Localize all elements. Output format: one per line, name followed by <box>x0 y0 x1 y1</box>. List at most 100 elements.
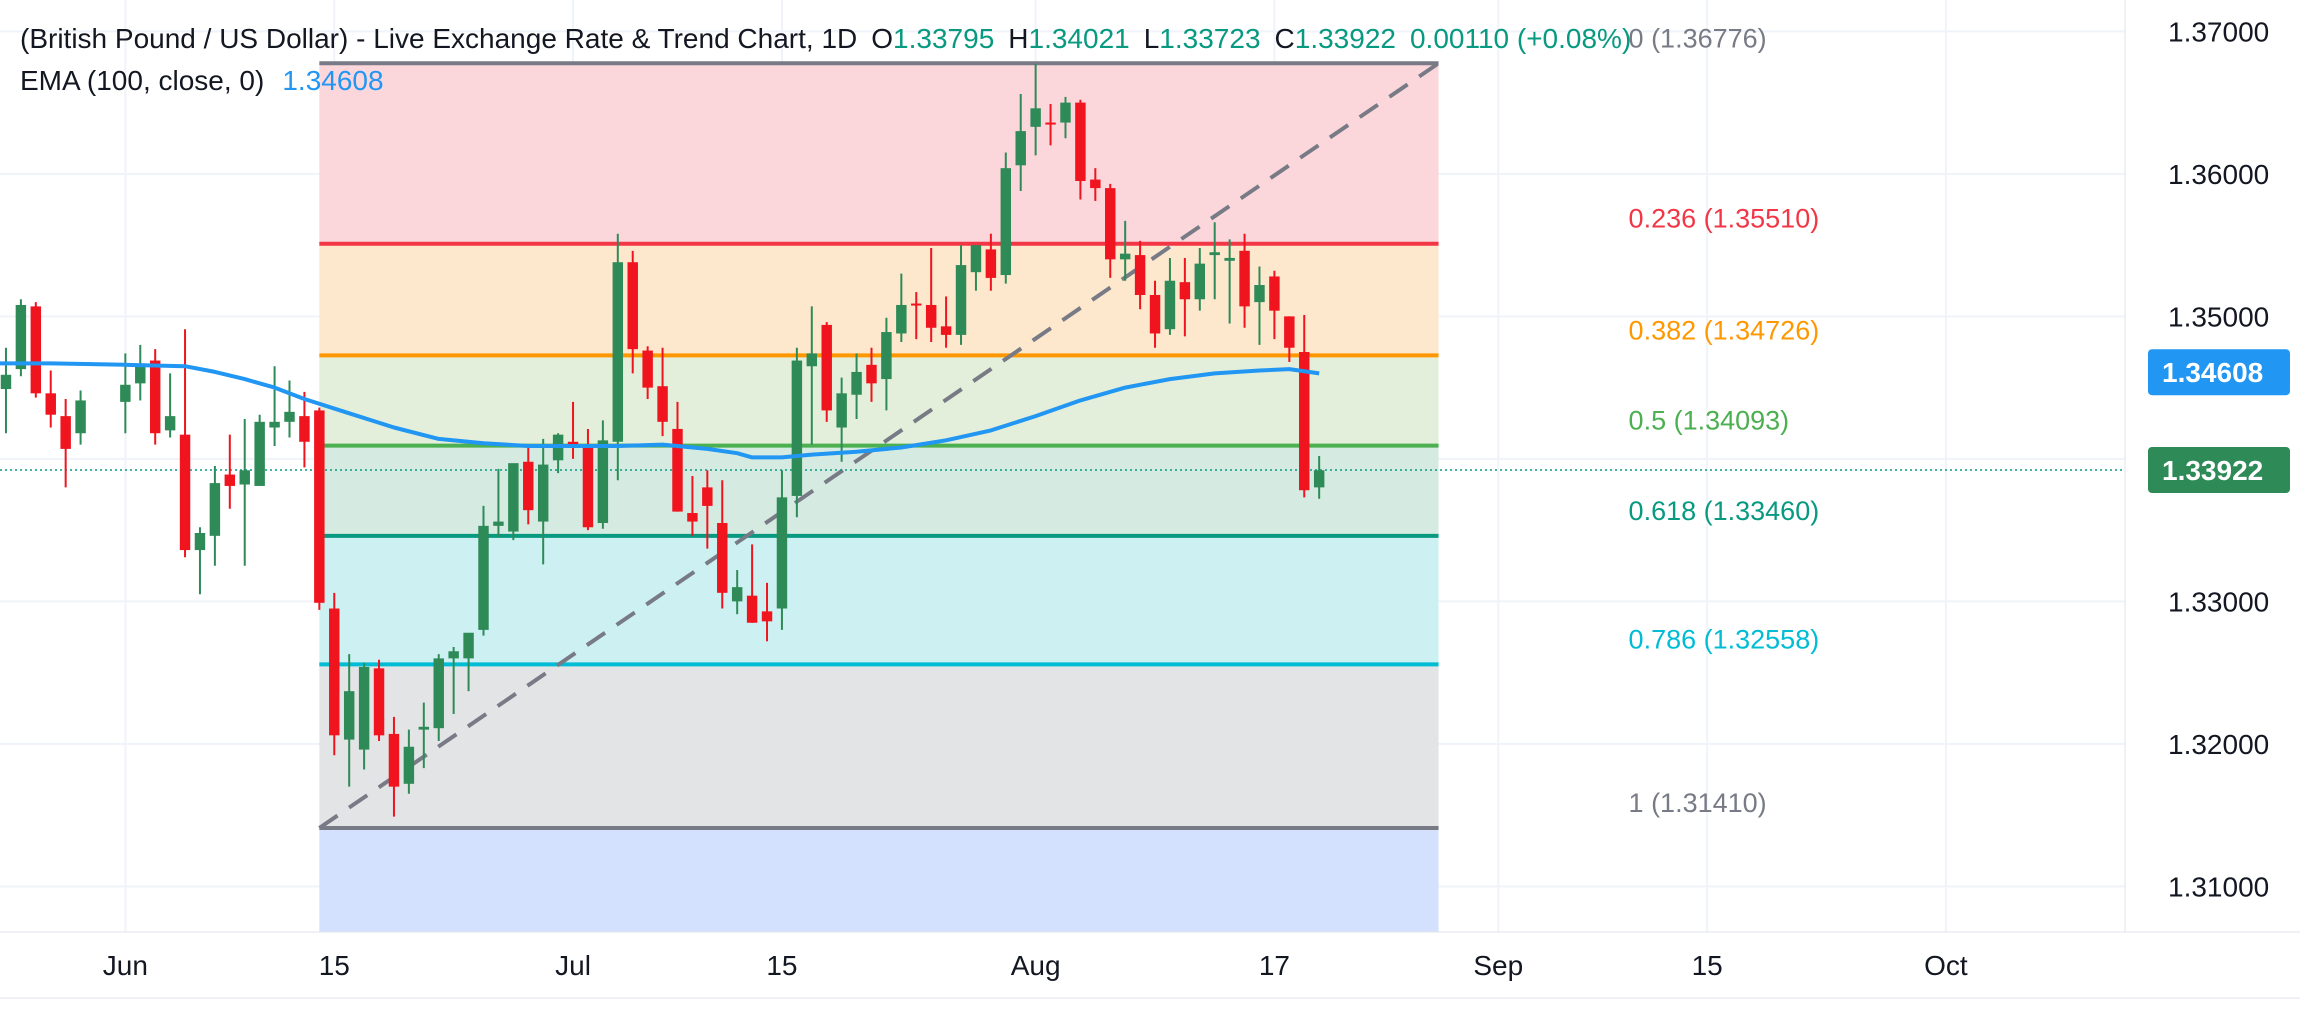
candle-up[interactable] <box>75 390 86 445</box>
candle-up[interactable] <box>955 245 967 345</box>
candle-up[interactable] <box>896 273 907 343</box>
candle-body <box>30 306 42 394</box>
candle-down[interactable] <box>1045 104 1056 146</box>
candle-down[interactable] <box>314 407 325 610</box>
candle-body <box>1105 188 1116 260</box>
ohlc-high-value: 1.34021 <box>1029 23 1130 54</box>
ohlc-open-label: O <box>871 23 893 54</box>
candle-up[interactable] <box>254 414 265 486</box>
candle-up[interactable] <box>433 654 444 742</box>
candle-up[interactable] <box>1119 220 1131 281</box>
candle-body <box>0 374 12 390</box>
candle-down[interactable] <box>1075 99 1086 200</box>
candle-up[interactable] <box>194 527 206 595</box>
candle-down[interactable] <box>1239 233 1250 328</box>
time-tick-label: 15 <box>1692 950 1723 981</box>
candle-down[interactable] <box>985 233 997 291</box>
candle-down[interactable] <box>60 399 71 488</box>
candle-down[interactable] <box>299 391 310 468</box>
candle-down[interactable] <box>687 475 698 536</box>
candle-down[interactable] <box>1269 270 1280 340</box>
candle-up[interactable] <box>731 570 743 615</box>
candle-up[interactable] <box>448 646 459 714</box>
candle-down[interactable] <box>1105 183 1116 278</box>
candle-body <box>358 666 370 750</box>
candle-down[interactable] <box>30 302 42 398</box>
candle-down[interactable] <box>866 347 877 402</box>
candle-down[interactable] <box>657 347 668 437</box>
candle-down[interactable] <box>567 401 579 459</box>
candle-up[interactable] <box>358 662 370 770</box>
candle-down[interactable] <box>746 544 758 623</box>
candle-up[interactable] <box>1060 96 1071 139</box>
candle-down[interactable] <box>224 434 236 509</box>
candle-down[interactable] <box>717 480 728 609</box>
candle-down[interactable] <box>1149 280 1161 348</box>
candle-up[interactable] <box>418 702 430 769</box>
candle-down[interactable] <box>940 296 952 348</box>
candle-up[interactable] <box>881 317 892 411</box>
candle-down[interactable] <box>1179 257 1191 337</box>
candle-up[interactable] <box>1030 64 1041 156</box>
candle-down[interactable] <box>702 470 713 549</box>
candle-up[interactable] <box>1015 94 1026 191</box>
candle-up[interactable] <box>791 347 803 518</box>
candle-down[interactable] <box>911 292 922 340</box>
candle-up[interactable] <box>836 377 847 462</box>
last-price-tag-text: 1.33922 <box>2162 455 2263 486</box>
fib-trend-line[interactable] <box>318 61 1440 830</box>
candle-up[interactable] <box>164 373 176 438</box>
candle-up[interactable] <box>1313 456 1325 499</box>
candle-down[interactable] <box>388 716 400 817</box>
candle-up[interactable] <box>239 418 250 566</box>
candlestick-series[interactable] <box>0 64 1325 817</box>
candle-down[interactable] <box>523 446 534 525</box>
candle-up[interactable] <box>612 233 624 481</box>
candle-up[interactable] <box>1000 152 1012 284</box>
candle-up[interactable] <box>463 632 474 692</box>
candle-up[interactable] <box>209 466 221 566</box>
candle-up[interactable] <box>284 380 295 438</box>
candle-down[interactable] <box>329 592 340 756</box>
candle-up[interactable] <box>493 468 504 538</box>
candle-up[interactable] <box>269 366 280 447</box>
candle-body <box>702 487 713 506</box>
candle-down[interactable] <box>1299 314 1310 498</box>
candle-down[interactable] <box>821 322 832 422</box>
candle-up[interactable] <box>1164 257 1176 335</box>
candle-up[interactable] <box>970 245 982 291</box>
candle-body <box>985 249 997 278</box>
candle-down[interactable] <box>925 247 937 343</box>
candle-body <box>1194 263 1206 300</box>
time-axis[interactable]: Jun 15 Jul 15 Aug 17 Sep 15 Oct <box>0 931 2300 999</box>
candle-down[interactable] <box>672 401 683 512</box>
candle-up[interactable] <box>1254 266 1265 345</box>
candle-up[interactable] <box>403 729 415 794</box>
candle-body <box>60 416 71 449</box>
candle-down[interactable] <box>761 582 773 642</box>
candle-up[interactable] <box>597 420 609 529</box>
candle-down[interactable] <box>373 659 385 742</box>
candle-up[interactable] <box>537 438 549 565</box>
candle-down[interactable] <box>1134 240 1146 310</box>
candle-down[interactable] <box>642 346 653 400</box>
candle-up[interactable] <box>1224 239 1235 324</box>
candle-up[interactable] <box>135 344 146 401</box>
candle-body <box>1209 252 1220 256</box>
candle-down[interactable] <box>627 250 638 374</box>
ema-line[interactable] <box>0 361 1320 460</box>
candle-up[interactable] <box>1209 222 1220 300</box>
candle-up[interactable] <box>806 306 818 445</box>
candle-down[interactable] <box>1284 316 1295 362</box>
candle-up[interactable] <box>1194 247 1206 311</box>
candle-down[interactable] <box>45 370 56 428</box>
candle-up[interactable] <box>343 654 355 787</box>
candle-up[interactable] <box>851 353 862 419</box>
candle-up[interactable] <box>776 470 788 630</box>
candle-down[interactable] <box>1090 168 1101 201</box>
candle-up[interactable] <box>508 463 519 541</box>
price-tick-label: 1.35000 <box>2168 301 2269 332</box>
candle-up[interactable] <box>478 505 489 636</box>
ohlc-high-label: H <box>1008 23 1028 54</box>
